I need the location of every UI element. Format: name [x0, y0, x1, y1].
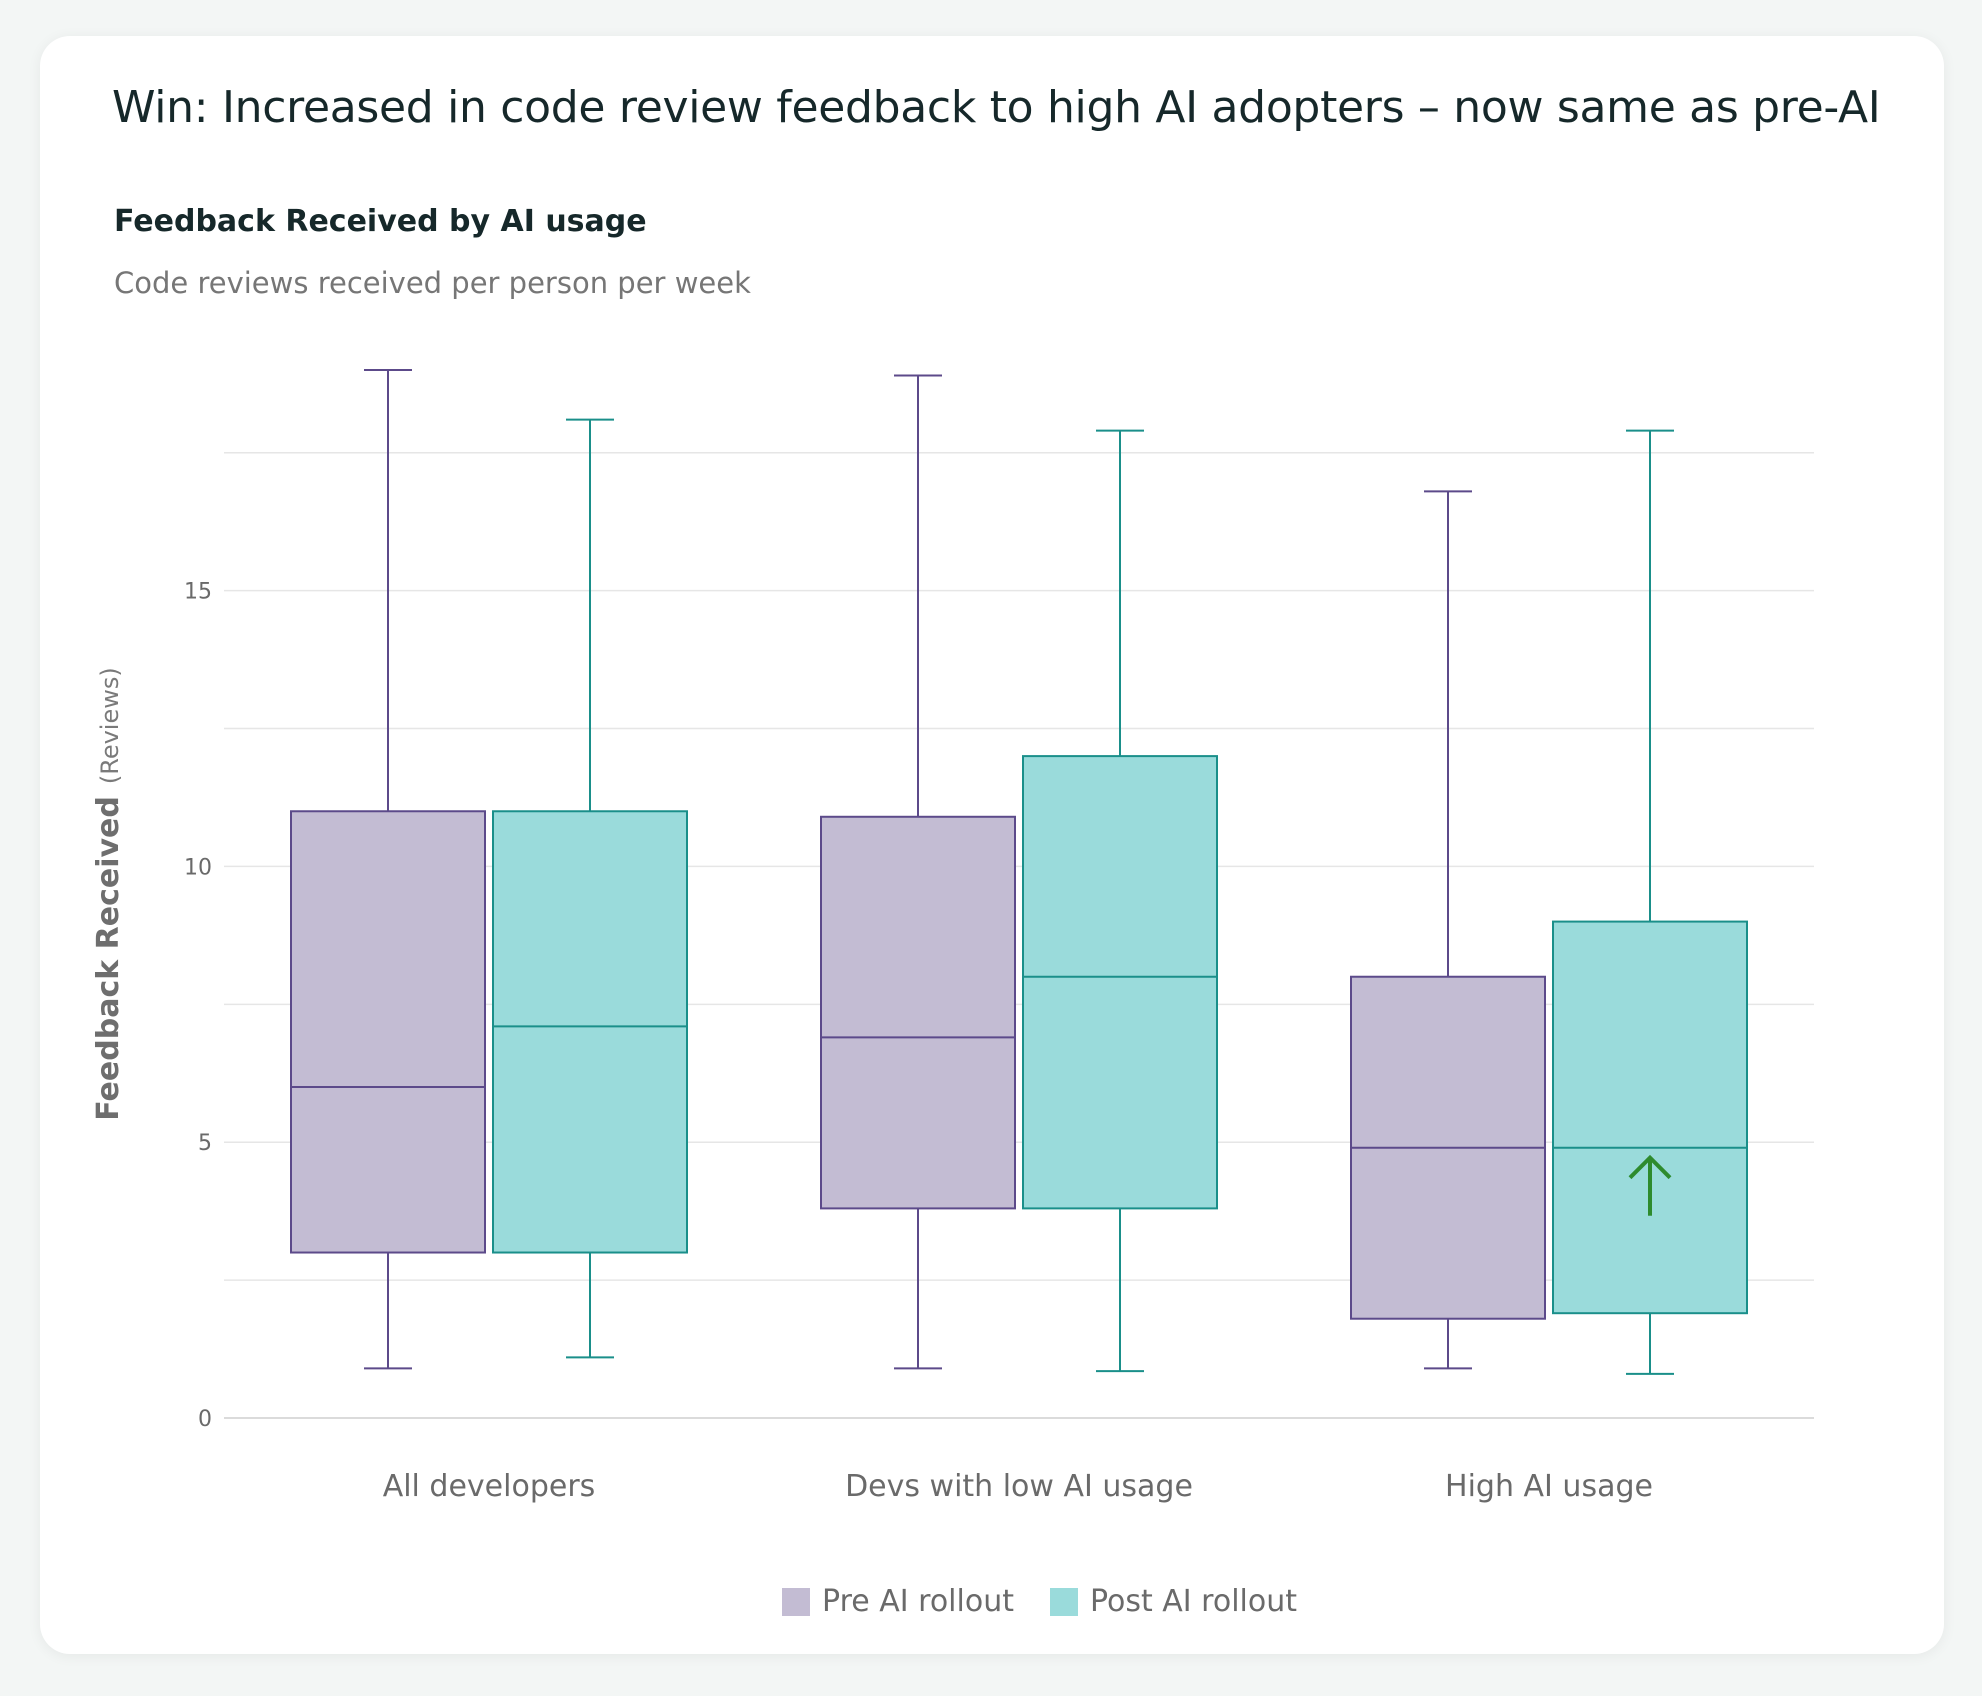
y-tick-label: 0	[198, 1407, 212, 1432]
box	[290, 810, 486, 1254]
legend-label-pre: Pre AI rollout	[822, 1584, 1014, 1619]
y-tick-label: 5	[198, 1131, 212, 1156]
x-tick-label: Devs with low AI usage	[845, 1469, 1193, 1504]
chart-subtitle: Code reviews received per person per wee…	[114, 266, 751, 300]
legend-item-pre[interactable]: Pre AI rollout	[782, 1584, 1014, 1619]
box	[492, 810, 688, 1254]
legend-item-post[interactable]: Post AI rollout	[1049, 1584, 1298, 1619]
box	[1022, 755, 1218, 1210]
y-axis-label: Feedback Received	[91, 796, 126, 1121]
x-tick-label: All developers	[383, 1469, 596, 1504]
y-tick-label: 15	[184, 580, 212, 605]
x-tick-label: High AI usage	[1445, 1469, 1653, 1504]
y-axis-title: Feedback Received (Reviews)	[91, 667, 126, 1120]
page-title: Win: Increased in code review feedback t…	[112, 82, 1881, 133]
box	[820, 815, 1016, 1210]
legend-swatch-pre	[782, 1587, 810, 1616]
chart-title: Feedback Received by AI usage	[114, 204, 647, 239]
legend-swatch-post	[1049, 1587, 1078, 1616]
legend-label-post: Post AI rollout	[1089, 1584, 1298, 1619]
box	[1552, 920, 1748, 1315]
up-arrow-head	[1628, 1154, 1672, 1180]
y-tick-label: 10	[184, 855, 212, 880]
y-axis-unit: (Reviews)	[96, 667, 124, 784]
legend: Pre AI rollout Post AI rollout	[782, 1584, 1297, 1619]
